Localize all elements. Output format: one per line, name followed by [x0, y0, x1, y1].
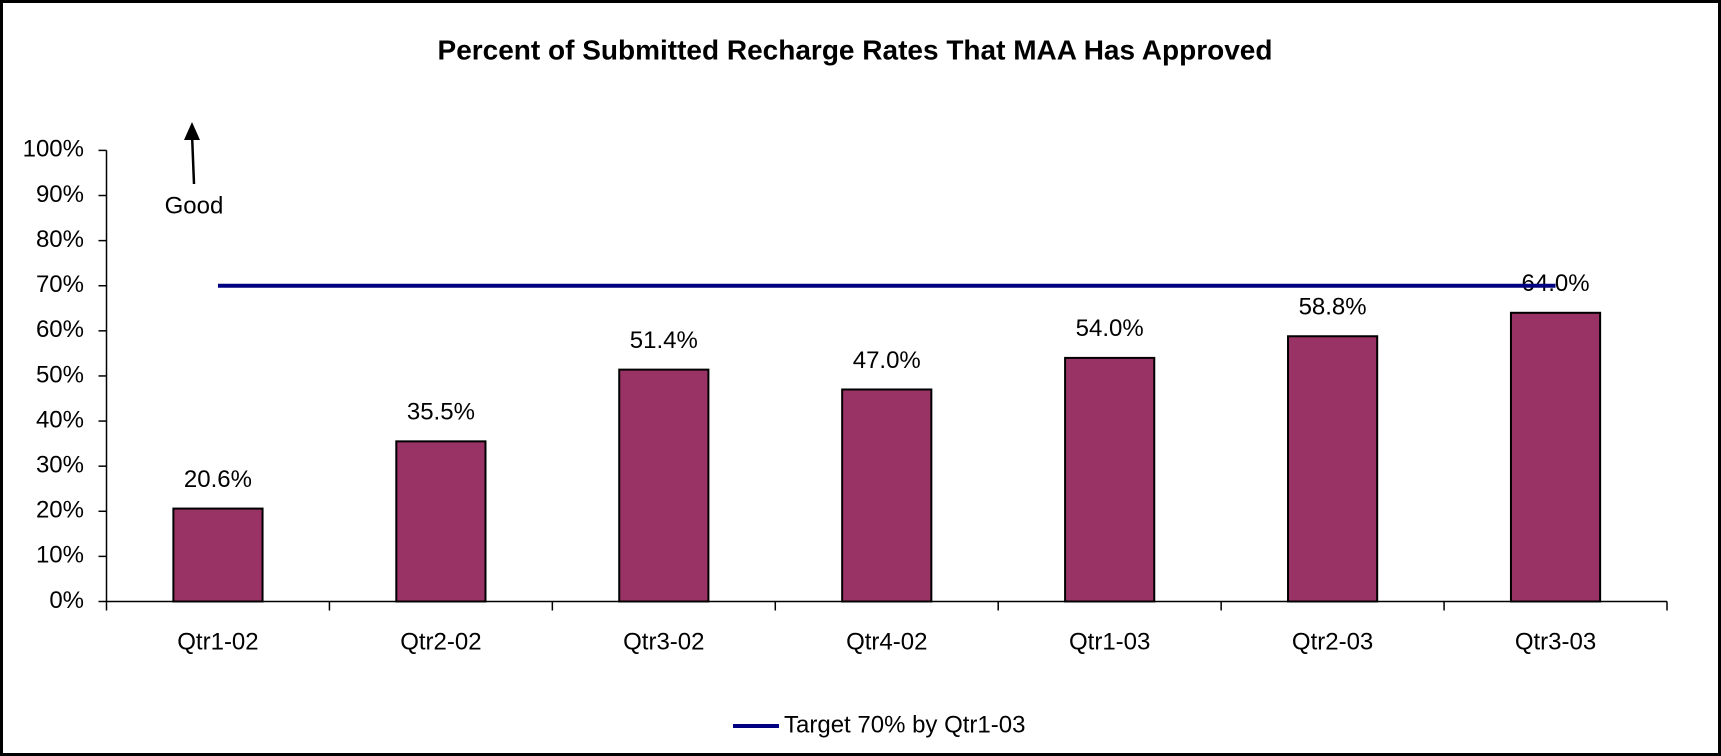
- y-tick-label: 20%: [36, 497, 84, 524]
- annotation-arrowhead: [184, 122, 200, 140]
- x-tick-label: Qtr1-02: [177, 628, 258, 655]
- x-tick-label: Qtr3-02: [623, 628, 704, 655]
- data-label: 47.0%: [853, 347, 921, 374]
- data-label: 64.0%: [1522, 270, 1590, 297]
- data-label: 54.0%: [1076, 315, 1144, 342]
- bar: [1064, 356, 1156, 603]
- y-tick-label: 60%: [36, 316, 84, 343]
- y-tick-label: 40%: [36, 406, 84, 433]
- chart-title: Percent of Submitted Recharge Rates That…: [438, 34, 1273, 65]
- x-tick-label: Qtr1-03: [1069, 628, 1150, 655]
- data-label: 35.5%: [407, 399, 475, 426]
- x-tick-label: Qtr4-02: [846, 628, 927, 655]
- y-tick-label: 30%: [36, 452, 84, 479]
- bar: [1509, 311, 1602, 603]
- data-label: 58.8%: [1299, 294, 1367, 321]
- y-tick-label: 0%: [49, 587, 84, 614]
- y-tick-label: 70%: [36, 271, 84, 298]
- x-tick-label: Qtr2-03: [1292, 628, 1373, 655]
- y-tick-label: 50%: [36, 361, 84, 388]
- x-tick-label: Qtr2-02: [400, 628, 481, 655]
- bar: [618, 368, 710, 603]
- legend-label: Target 70% by Qtr1-03: [784, 711, 1025, 738]
- annotation-arrow: [190, 133, 196, 185]
- bar: [841, 388, 933, 603]
- x-tick-label: Qtr3-03: [1515, 628, 1596, 655]
- data-label: 20.6%: [184, 466, 252, 493]
- bar: [395, 440, 487, 603]
- y-tick-label: 90%: [36, 181, 84, 208]
- y-tick-label: 10%: [36, 542, 84, 569]
- bar: [1287, 335, 1379, 603]
- data-label: 51.4%: [630, 327, 698, 354]
- y-tick-label: 80%: [36, 226, 84, 253]
- y-tick-label: 100%: [23, 136, 84, 163]
- bar: [172, 507, 264, 603]
- annotation: Good: [165, 192, 224, 219]
